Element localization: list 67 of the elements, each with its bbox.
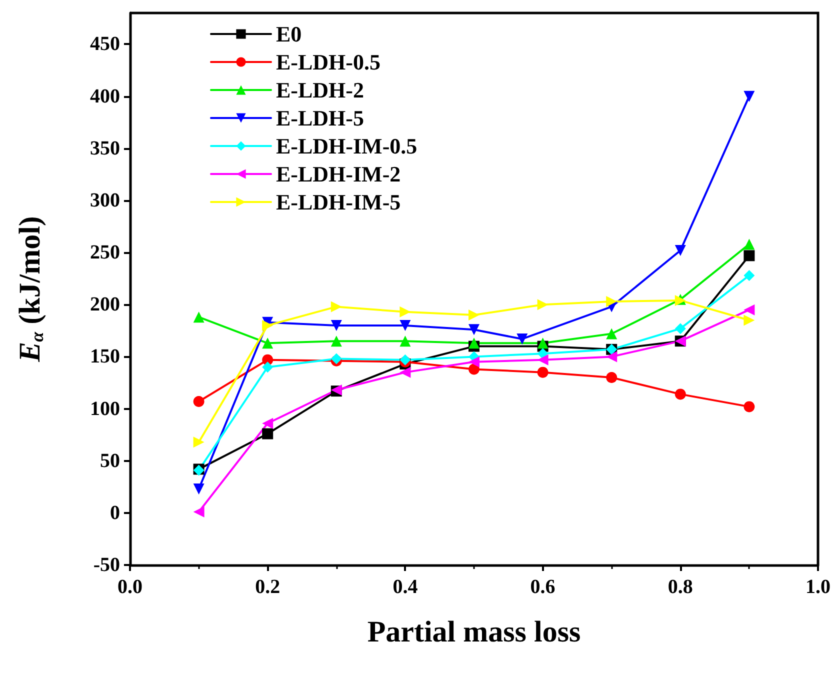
point <box>606 328 618 340</box>
point <box>468 324 480 336</box>
point <box>262 338 274 349</box>
x-tick-label: 1.0 <box>806 576 830 598</box>
y-tick-label: 400 <box>90 85 120 108</box>
point <box>537 299 548 310</box>
y-axis-title: Eα (kJ/mol) <box>14 216 47 363</box>
legend-label: E-LDH-IM-5 <box>276 190 401 214</box>
y-tick-label: 50 <box>100 450 120 472</box>
legend-label: E0 <box>276 22 302 46</box>
point <box>537 348 548 360</box>
point <box>744 270 755 281</box>
legend-label: E-LDH-0.5 <box>276 50 380 74</box>
point <box>193 483 204 494</box>
point <box>330 320 342 331</box>
x-tick-label: 0.6 <box>530 576 556 598</box>
point <box>606 351 618 362</box>
point <box>193 396 204 407</box>
point <box>537 338 548 349</box>
y-tick-label: -50 <box>93 554 120 576</box>
point <box>400 320 411 331</box>
point <box>468 338 480 349</box>
y-tick-label: 200 <box>90 294 120 316</box>
point <box>674 323 686 334</box>
y-tick-label: 300 <box>90 189 120 212</box>
point <box>262 320 274 331</box>
x-tick-label: 0.8 <box>668 576 693 598</box>
point <box>744 90 755 102</box>
point <box>400 306 411 318</box>
y-tick-label: 150 <box>90 346 120 368</box>
legend-label: E-LDH-2 <box>276 78 364 102</box>
point <box>516 333 528 344</box>
legend-label: E-LDH-IM-0.5 <box>276 134 418 158</box>
point <box>468 310 480 321</box>
point <box>674 388 686 400</box>
x-tick-label: 0.4 <box>392 576 418 598</box>
y-tick-label: 250 <box>90 242 120 264</box>
point <box>193 312 204 323</box>
point <box>400 336 411 347</box>
point <box>606 372 618 384</box>
point <box>468 356 480 368</box>
point <box>744 250 755 262</box>
x-tick-label: 0.2 <box>255 576 280 598</box>
point <box>262 418 274 429</box>
point <box>468 364 480 375</box>
point <box>606 296 618 307</box>
y-tick-label: 350 <box>90 137 120 160</box>
x-axis-title: Partial mass loss <box>367 616 581 648</box>
y-tick-label: 0 <box>110 502 120 524</box>
point <box>193 436 204 448</box>
point <box>744 401 755 412</box>
point <box>262 362 274 373</box>
point <box>744 238 755 250</box>
point <box>674 244 686 256</box>
y-tick-label: 450 <box>90 33 120 56</box>
legend-label: E-LDH-IM-2 <box>276 162 401 186</box>
point <box>537 366 548 378</box>
point <box>330 301 342 312</box>
x-tick-label: 0.0 <box>118 576 142 598</box>
legend-label: E-LDH-5 <box>276 106 364 130</box>
y-tick-label: 100 <box>90 398 120 420</box>
point <box>400 366 411 378</box>
point <box>330 336 342 347</box>
point <box>744 314 755 326</box>
point <box>262 428 274 440</box>
point <box>744 304 755 316</box>
point <box>193 506 204 518</box>
